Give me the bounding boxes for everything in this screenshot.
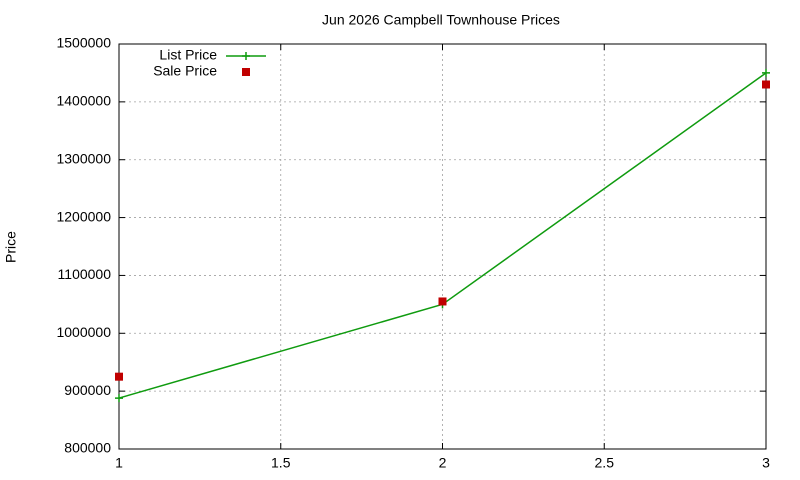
y-tick-label: 900000 — [64, 382, 111, 398]
y-tick-label: 800000 — [64, 440, 111, 456]
plot-border — [118, 43, 767, 450]
data-point — [115, 372, 123, 381]
x-tick-label: 3 — [762, 455, 770, 471]
y-tick-label: 1300000 — [56, 150, 111, 166]
data-point — [762, 68, 770, 77]
x-tick-label: 1 — [115, 455, 123, 471]
legend-label: List Price — [159, 47, 217, 63]
chart-title: Jun 2026 Campbell Townhouse Prices — [322, 12, 560, 28]
legend-swatch — [242, 52, 250, 60]
y-axis-label: Price — [3, 231, 19, 263]
y-tick-label: 1000000 — [56, 324, 111, 340]
x-tick-label: 1.5 — [271, 455, 291, 471]
legend-swatch — [242, 68, 250, 76]
legend-label: Sale Price — [153, 63, 217, 79]
y-tick-label: 1200000 — [56, 208, 111, 224]
data-point — [438, 297, 447, 306]
y-tick-label: 1400000 — [56, 93, 111, 109]
y-tick-label: 1100000 — [58, 266, 112, 282]
x-tick-label: 2.5 — [595, 455, 615, 471]
y-tick-label: 1500000 — [56, 35, 111, 51]
data-point — [762, 80, 770, 89]
x-tick-label: 2 — [439, 455, 447, 471]
data-point — [115, 394, 123, 403]
